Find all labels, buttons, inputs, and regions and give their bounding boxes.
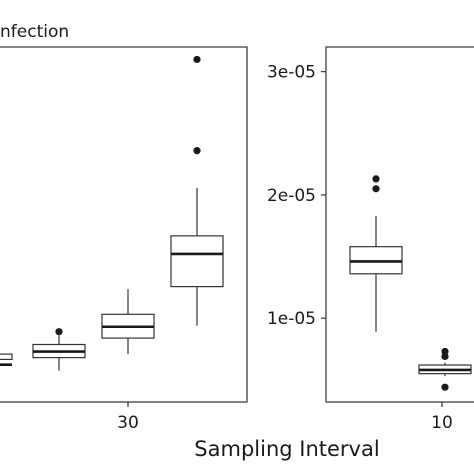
right-box-1-outlier-1 xyxy=(372,185,380,193)
x-tick-label-30: 30 xyxy=(117,413,139,433)
left-box-2-outlier-1 xyxy=(55,328,63,336)
right-panel-frame xyxy=(325,46,474,403)
x-axis-title: Sampling Interval xyxy=(194,437,379,461)
left-panel-frame xyxy=(0,46,248,403)
left-box-1-body xyxy=(0,353,13,361)
left-box-4-body xyxy=(170,235,224,288)
right-box-2-outlier-1 xyxy=(441,383,449,391)
right-box-2-outlier-3 xyxy=(441,347,449,356)
right-y-tick-label-3: 3e-05 xyxy=(267,63,316,83)
x-tick-label-10: 10 xyxy=(431,413,453,433)
left-box-4-outlier-1 xyxy=(193,147,201,155)
right-y-tick-label-1: 1e-05 xyxy=(267,309,316,329)
right-y-tick-label-2: 2e-05 xyxy=(267,186,316,206)
panel-title: nfection xyxy=(0,22,69,42)
left-box-4-outlier-2 xyxy=(193,55,201,64)
right-box-2-outlier-2 xyxy=(441,352,449,360)
right-box-1-outlier-2 xyxy=(372,175,380,183)
